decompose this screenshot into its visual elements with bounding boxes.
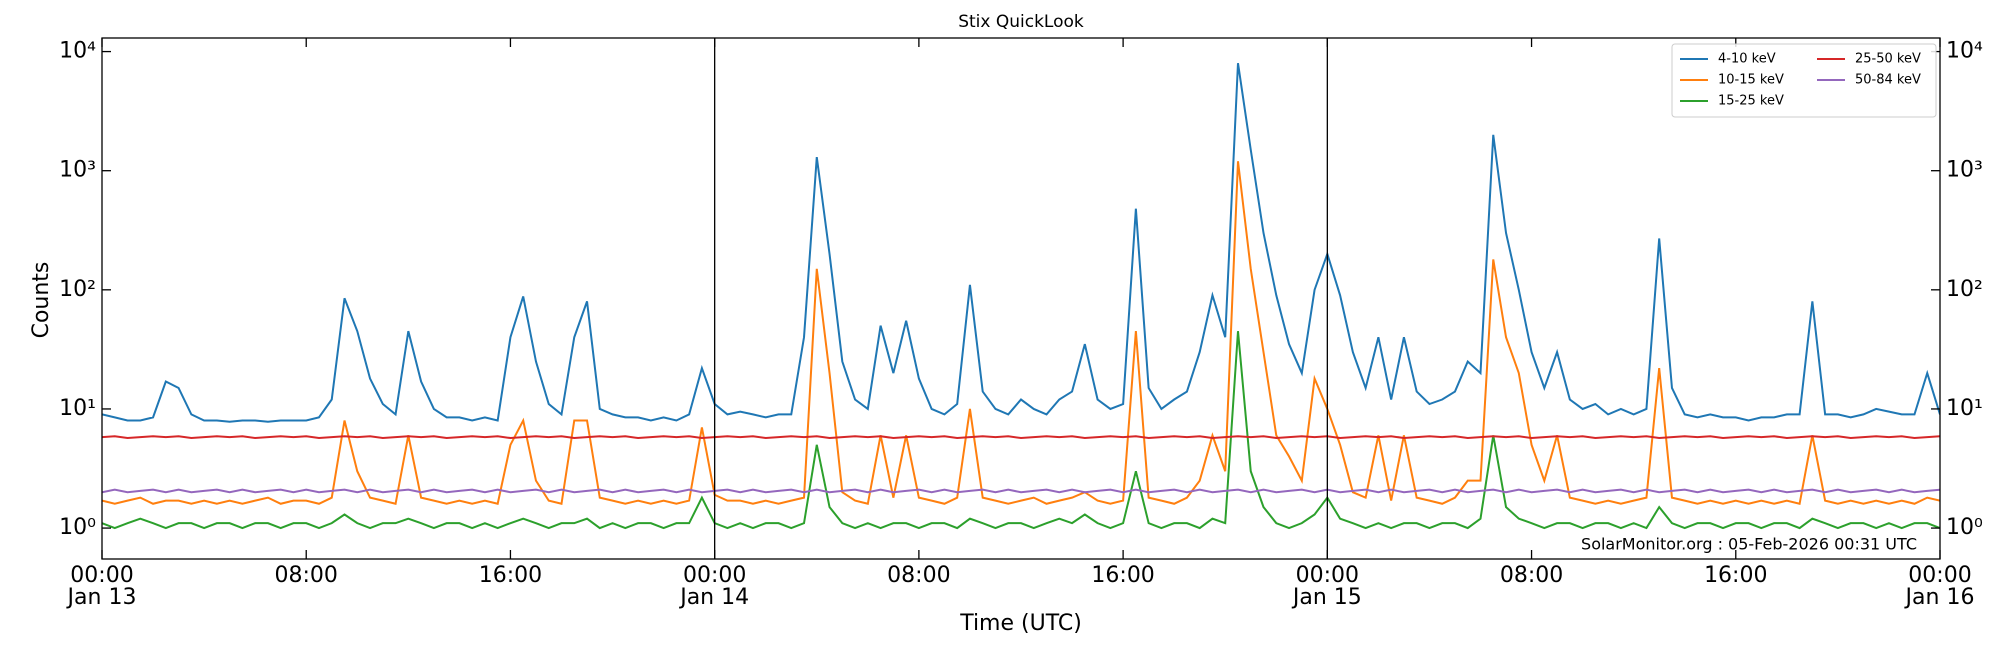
series-line xyxy=(102,62,1940,423)
plot-frame xyxy=(101,37,1941,560)
series-line xyxy=(102,488,1940,494)
y2-tick-label: 10² xyxy=(1946,277,1983,302)
y-tick-label: 10¹ xyxy=(59,396,96,421)
x-tick-label: 16:00 xyxy=(1091,563,1154,588)
legend-label: 50-84 keV xyxy=(1855,73,1921,88)
x-tick-label: 16:00 xyxy=(1704,563,1767,588)
y2-tick-label: 10⁴ xyxy=(1946,39,1983,64)
legend-label: 4-10 keV xyxy=(1718,52,1776,67)
y-tick-label: 10⁴ xyxy=(59,39,96,64)
x-tick-label: 00:00 xyxy=(683,563,746,588)
annotation: SolarMonitor.org : 05-Feb-2026 00:31 UTC xyxy=(1581,535,1917,554)
x-tick-label: 08:00 xyxy=(275,563,338,588)
x-tick-label: 00:00 xyxy=(1296,563,1359,588)
y-tick-label: 10³ xyxy=(59,158,96,183)
y-axis-label: Counts xyxy=(29,262,54,339)
x-date-label: Jan 16 xyxy=(1904,585,1975,610)
x-date-label: Jan 14 xyxy=(678,585,749,610)
legend-label: 10-15 keV xyxy=(1718,73,1784,88)
y2-tick-label: 10⁰ xyxy=(1946,515,1983,540)
chart-title: Stix QuickLook xyxy=(958,12,1084,32)
x-tick-label: 08:00 xyxy=(1500,563,1563,588)
y-tick-label: 10⁰ xyxy=(59,515,96,540)
y2-tick-label: 10³ xyxy=(1946,158,1983,183)
x-date-label: Jan 15 xyxy=(1291,585,1362,610)
x-tick-label: 16:00 xyxy=(479,563,542,588)
x-axis-label: Time (UTC) xyxy=(959,611,1082,636)
x-tick-label: 00:00 xyxy=(70,563,133,588)
series-line xyxy=(102,161,1940,505)
x-tick-label: 00:00 xyxy=(1908,563,1971,588)
y-tick-label: 10² xyxy=(59,277,96,302)
series-line xyxy=(102,331,1940,530)
series-line xyxy=(102,435,1940,440)
legend-box xyxy=(1671,43,1937,118)
legend-label: 15-25 keV xyxy=(1718,94,1784,109)
y2-tick-label: 10¹ xyxy=(1946,396,1983,421)
x-tick-label: 08:00 xyxy=(887,563,950,588)
x-date-label: Jan 13 xyxy=(66,585,137,610)
legend-label: 25-50 keV xyxy=(1855,52,1921,67)
